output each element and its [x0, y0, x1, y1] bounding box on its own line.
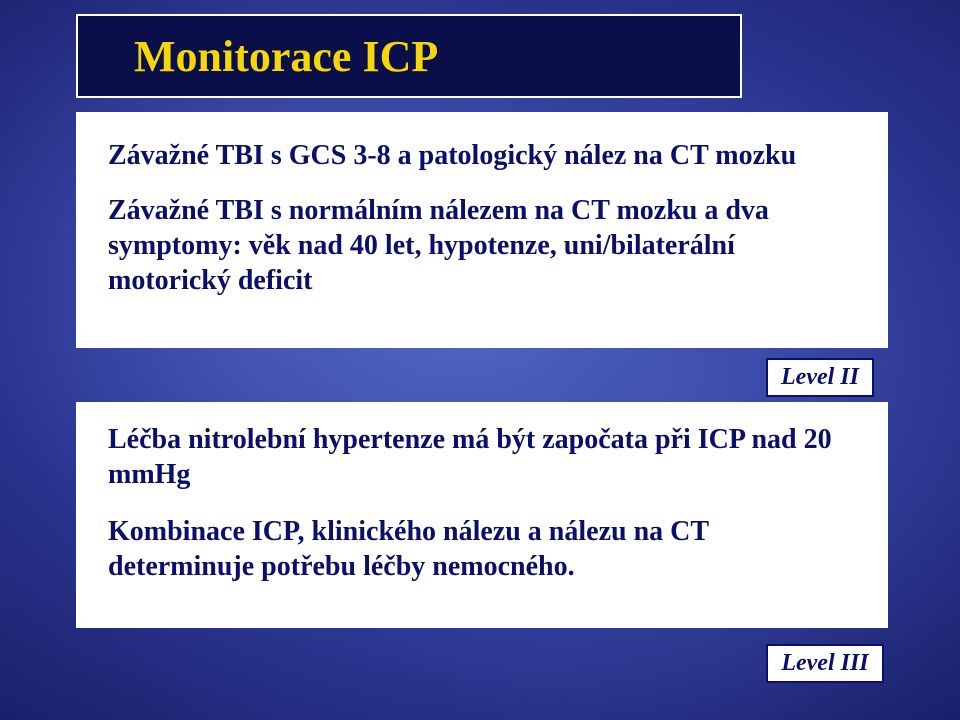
box2-paragraph-2: Kombinace ICP, klinického nálezu a nález…	[108, 514, 856, 584]
content-box-1: Závažné TBI s GCS 3-8 a patologický nále…	[76, 112, 888, 348]
box1-paragraph-1: Závažné TBI s GCS 3-8 a patologický nále…	[108, 138, 856, 173]
slide: Monitorace ICP Závažné TBI s GCS 3-8 a p…	[0, 0, 960, 720]
level-3-badge: Level III	[766, 644, 884, 683]
title-box: Monitorace ICP	[76, 14, 742, 98]
spacer	[108, 492, 856, 514]
spacer	[108, 173, 856, 193]
box2-paragraph-1: Léčba nitrolební hypertenze má být započ…	[108, 422, 856, 492]
slide-title: Monitorace ICP	[134, 31, 438, 82]
content-box-2: Léčba nitrolební hypertenze má být započ…	[76, 402, 888, 628]
level-2-label: Level II	[781, 364, 859, 390]
level-3-label: Level III	[781, 650, 868, 676]
box1-paragraph-2: Závažné TBI s normálním nálezem na CT mo…	[108, 193, 856, 298]
level-2-badge: Level II	[766, 358, 874, 397]
